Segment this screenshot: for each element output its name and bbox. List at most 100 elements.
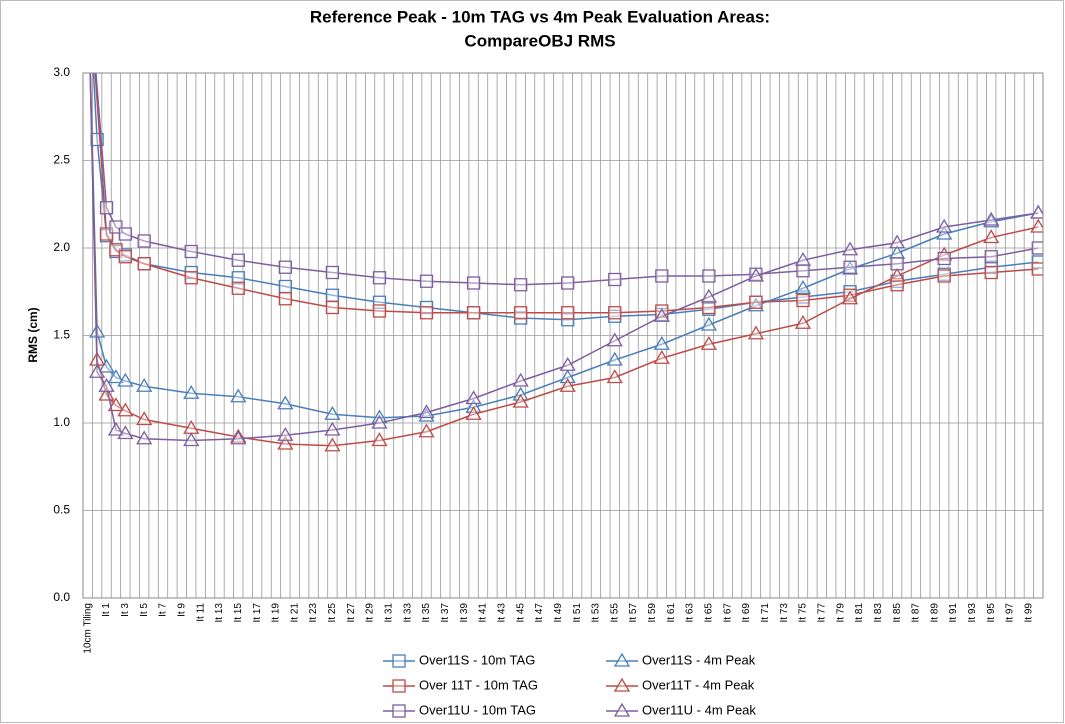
x-tick-label: It 41 <box>478 603 489 623</box>
x-tick-label: It 53 <box>591 603 602 623</box>
x-tick-label: It 95 <box>986 603 997 623</box>
marker-square <box>184 271 198 285</box>
marker-triangle <box>277 426 294 441</box>
marker-square <box>655 269 669 283</box>
legend-label: Over11U - 10m TAG <box>419 702 536 717</box>
marker-square <box>325 300 340 315</box>
marker-triangle <box>936 218 953 233</box>
marker-square <box>702 269 716 283</box>
x-tick-label: It 77 <box>816 603 827 623</box>
marker-triangle <box>794 251 812 266</box>
marker-triangle <box>324 421 341 436</box>
marker-triangle <box>653 335 670 350</box>
marker-triangle <box>983 211 1000 226</box>
marker-square <box>1031 262 1043 276</box>
marker-triangle <box>512 372 529 387</box>
x-tick-label: It 99 <box>1024 603 1035 623</box>
marker-triangle <box>136 377 153 392</box>
series-line <box>94 73 1039 314</box>
marker-triangle <box>841 241 859 256</box>
x-tick-label: It 87 <box>911 603 922 623</box>
marker-square <box>984 250 998 264</box>
marker-square <box>466 306 481 320</box>
marker-square <box>890 278 904 292</box>
marker-triangle <box>1030 218 1043 233</box>
x-tick-label: It 65 <box>704 603 715 623</box>
marker-square <box>561 306 575 320</box>
marker-triangle <box>794 279 812 294</box>
marker-triangle <box>512 393 529 408</box>
marker-square <box>325 288 340 302</box>
marker-square <box>937 251 951 266</box>
marker-triangle <box>98 386 115 401</box>
marker-square <box>99 201 114 215</box>
marker-triangle <box>841 290 859 305</box>
x-tick-label: It 37 <box>440 603 451 623</box>
marker-square <box>118 227 133 241</box>
x-tick-label: It 45 <box>515 603 526 623</box>
marker-triangle <box>613 702 631 717</box>
marker-square <box>608 306 622 320</box>
x-tick-label: It 49 <box>553 603 564 623</box>
marker-triangle <box>613 677 631 692</box>
x-tick-label: It 13 <box>214 603 225 623</box>
x-tick-label: It 59 <box>647 603 658 623</box>
marker-triangle <box>700 288 718 303</box>
marker-square <box>372 271 387 285</box>
marker-square <box>843 260 857 274</box>
marker-square <box>1031 255 1043 269</box>
marker-triangle <box>606 351 623 366</box>
marker-triangle <box>230 388 247 403</box>
marker-square <box>561 276 575 290</box>
marker-square <box>231 271 245 285</box>
x-tick-label: It 55 <box>609 603 620 623</box>
plot <box>88 73 1043 452</box>
marker-triangle <box>559 377 576 392</box>
marker-triangle <box>324 405 341 420</box>
y-tick-label: 1.0 <box>53 415 70 429</box>
marker-square <box>325 265 340 280</box>
marker-triangle <box>653 349 670 364</box>
marker-square <box>984 265 998 280</box>
legend-label: Over11T - 4m Peak <box>642 677 755 692</box>
marker-square <box>278 292 293 306</box>
marker-triangle <box>107 421 125 436</box>
marker-square <box>513 278 528 292</box>
x-tick-label: It 85 <box>892 603 903 623</box>
plot-frame <box>82 72 1044 599</box>
marker-square <box>137 234 151 248</box>
marker-triangle <box>888 267 906 282</box>
marker-triangle <box>136 430 153 445</box>
marker-triangle <box>418 404 435 419</box>
series-line <box>95 73 1039 286</box>
marker-square <box>392 654 406 668</box>
x-tick-label: It 11 <box>195 603 206 622</box>
marker-square <box>392 704 406 718</box>
marker-square <box>392 679 406 693</box>
marker-square <box>608 272 622 287</box>
marker-square <box>231 281 245 295</box>
marker-triangle <box>559 356 576 371</box>
marker-square <box>890 257 904 271</box>
marker-square <box>231 253 245 267</box>
x-tick-label: It 1 <box>101 603 112 617</box>
marker-triangle <box>230 430 247 445</box>
x-tick-label: It 7 <box>158 603 169 617</box>
x-tick-label: It 33 <box>402 603 413 623</box>
marker-triangle <box>465 405 482 420</box>
x-tick-label: It 93 <box>967 603 978 623</box>
marker-triangle <box>888 234 906 249</box>
marker-triangle <box>183 384 200 399</box>
marker-triangle <box>183 432 200 447</box>
x-tick-label: It 43 <box>496 603 507 623</box>
marker-triangle <box>107 369 125 384</box>
marker-triangle <box>747 267 765 282</box>
marker-triangle <box>117 372 134 387</box>
x-tick-label: It 73 <box>779 603 790 623</box>
marker-triangle <box>107 397 125 412</box>
marker-triangle <box>559 369 576 384</box>
x-tick-label: It 81 <box>854 603 865 623</box>
x-tick-label: It 61 <box>666 603 677 623</box>
marker-square <box>184 244 198 259</box>
marker-triangle <box>747 325 765 340</box>
